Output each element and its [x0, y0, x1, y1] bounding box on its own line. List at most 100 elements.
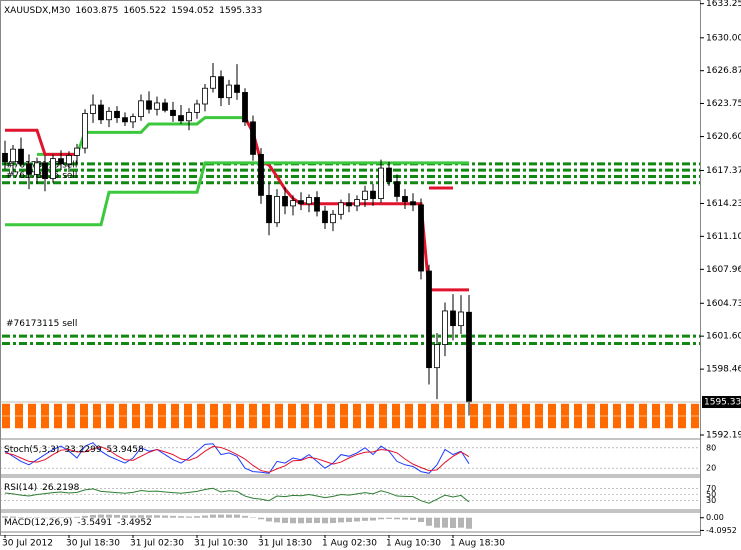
frame: [0, 0, 701, 536]
panel-title: XAUUSDX,M30 1603.875 1605.522 1594.052 1595.…: [4, 6, 262, 16]
y-tick-label: 70: [706, 484, 716, 493]
bar: [386, 517, 392, 519]
bar: [90, 514, 96, 518]
y-tick-label: 1626.870: [706, 66, 741, 76]
bar: [218, 514, 224, 518]
candle-body: [162, 102, 168, 111]
y-tick-label: 1630.00: [706, 33, 741, 43]
candle-body: [58, 158, 64, 165]
candle-body: [26, 163, 32, 175]
candle-body: [138, 100, 144, 118]
title-text: XAUUSDX,M30: [4, 6, 71, 16]
header-value: 1594.052: [171, 6, 214, 16]
bar: [50, 517, 56, 518]
line: [4, 442, 470, 474]
candle-body: [146, 100, 152, 110]
bar: [466, 517, 472, 529]
candle-body: [314, 197, 320, 212]
y-tick-label: 1614.23: [706, 199, 741, 209]
bar: [114, 514, 120, 518]
bar: [442, 517, 448, 528]
title-text: Stoch(5,3,3): [4, 445, 59, 455]
candle-body: [370, 190, 376, 199]
bar: [18, 517, 24, 518]
x-tick-label: 1 Aug 18:30: [450, 539, 505, 549]
y-tick-label: 1592.19: [706, 431, 741, 441]
candle-body: [298, 200, 304, 205]
x-tick-label: 31 Jul 02:30: [130, 539, 184, 549]
bar: [274, 517, 280, 523]
header-value: 1605.522: [123, 6, 166, 16]
order-label: #76173115 sell: [6, 171, 77, 181]
bar: [402, 517, 408, 520]
candle-body: [98, 104, 104, 121]
candle-body: [418, 204, 424, 272]
candle-body: [282, 196, 288, 207]
bar: [186, 516, 192, 518]
panel-frame: [0, 476, 701, 511]
candle-body: [42, 162, 48, 179]
title-text: RSI(14): [4, 483, 37, 493]
candle-body: [426, 270, 432, 369]
candle-body: [106, 110, 112, 121]
candle-body: [330, 213, 336, 224]
candle-body: [178, 115, 184, 122]
bar: [154, 515, 160, 518]
candle-body: [394, 181, 400, 197]
line: [5, 161, 469, 227]
y-tick-label: -4.0952: [706, 526, 737, 535]
x-tick-label: 30 Jul 2012: [2, 539, 53, 549]
bar: [330, 517, 336, 523]
candle-body: [450, 310, 456, 327]
panel-title: Stoch(5,3,3) 33.2299 53.9458: [4, 445, 144, 455]
y-tick-label: 1611.10: [706, 232, 741, 242]
line: [4, 487, 470, 504]
candle-body: [354, 199, 360, 207]
header-value: 33.2299: [64, 445, 101, 455]
candle-body: [34, 162, 40, 175]
candle-body: [306, 197, 312, 205]
bar: [178, 516, 184, 518]
bar: [122, 515, 128, 518]
bar: [378, 517, 384, 520]
bar: [370, 517, 376, 521]
bar: [298, 517, 304, 524]
y-tick-label: 50: [706, 490, 716, 499]
candle-body: [378, 167, 384, 199]
panel-frame: [0, 511, 701, 533]
candle-body: [50, 158, 56, 179]
candle-body: [434, 344, 440, 369]
candle-body: [202, 87, 208, 105]
candle-body: [90, 104, 96, 114]
candle-body: [210, 76, 216, 89]
candle-body: [346, 202, 352, 207]
candle-body: [122, 117, 128, 123]
panel-frame: [0, 438, 701, 476]
x-tick-label: 31 Jul 10:30: [194, 539, 248, 549]
candle-body: [442, 310, 448, 345]
bar: [346, 517, 352, 523]
bar: [282, 517, 288, 523]
x-tick-label: 1 Aug 10:30: [386, 539, 441, 549]
bar: [138, 515, 144, 518]
candle-body: [154, 102, 160, 110]
panel-title: MACD(12,26,9) -3.5491 -3.4952: [4, 518, 152, 528]
y-tick-label: 1598.46: [706, 365, 741, 375]
bar: [426, 517, 432, 526]
header-value: 53.9458: [107, 445, 144, 455]
bar: [306, 517, 312, 523]
y-tick-label: 1620.60: [706, 132, 741, 142]
bar: [82, 515, 88, 518]
candle-body: [82, 113, 88, 149]
panel-title: RSI(14) 26.2198: [4, 483, 80, 493]
bar: [458, 517, 464, 528]
bar: [258, 517, 264, 520]
candle-body: [322, 210, 328, 224]
bar: [98, 514, 104, 518]
candle-body: [266, 194, 272, 224]
y-tick-label: 30: [706, 496, 716, 505]
y-tick-label: 20: [706, 464, 716, 473]
candle-body: [114, 110, 120, 119]
bar: [26, 517, 32, 518]
